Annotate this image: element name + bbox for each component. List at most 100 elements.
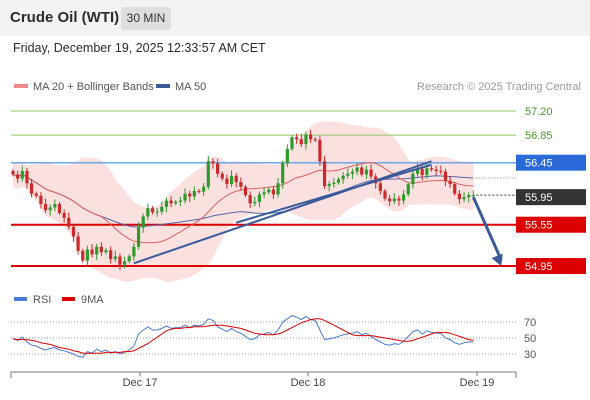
candle-body (211, 161, 215, 164)
ma9-legend-label: 9MA (81, 294, 104, 306)
candle-body (11, 170, 15, 175)
candle-body (62, 212, 66, 218)
candle (434, 165, 438, 176)
rsi-line (12, 315, 474, 358)
candle (336, 177, 341, 185)
candle (285, 144, 289, 168)
candle (397, 195, 401, 206)
price-tag-label-support: 55.55 (525, 220, 553, 232)
price-tag-label-current: 55.95 (525, 192, 553, 204)
rsi-ma9-line (12, 318, 474, 354)
candle-body (253, 201, 257, 204)
timeframe-button[interactable]: 30 MIN (121, 7, 171, 30)
candle-body (415, 168, 420, 174)
candle (281, 160, 285, 189)
candle (34, 191, 38, 198)
bollinger-bands (13, 121, 474, 283)
candle-body (16, 174, 20, 179)
candle-body (127, 256, 131, 262)
candle (71, 223, 76, 242)
candle-body (202, 186, 206, 192)
candle (332, 178, 336, 188)
candle-body (239, 181, 243, 187)
level-label-target: 57.20 (525, 106, 553, 118)
candle-body (169, 200, 173, 204)
timestamp: Friday, December 19, 2025 12:33:57 AM CE… (13, 41, 266, 55)
candle-body (304, 134, 308, 145)
candle-body (411, 173, 415, 185)
candle-body (369, 169, 373, 177)
candle-body (457, 193, 461, 200)
candle-body (146, 208, 150, 217)
candle (85, 245, 89, 266)
candle-body (113, 256, 117, 260)
candle-body (439, 170, 443, 172)
x-tick-label: Dec 17 (123, 377, 158, 389)
candle-body (406, 184, 410, 195)
candle (257, 191, 262, 208)
candle (309, 129, 313, 143)
candle-body (67, 217, 71, 227)
candle-body (132, 246, 136, 257)
candle (295, 133, 299, 144)
candle (141, 213, 145, 233)
rsi-panel: 70 50 30 (11, 315, 536, 361)
price-tag-resistance (516, 154, 586, 171)
candle-body (420, 168, 424, 176)
candle-body (262, 192, 266, 195)
candle-body (397, 198, 401, 201)
candle-body (322, 161, 327, 187)
candle-body (360, 167, 364, 175)
candle-body (462, 197, 466, 200)
rsi-legend-label: RSI (33, 294, 51, 306)
candle-body (57, 204, 62, 213)
candle-body (192, 190, 196, 197)
candle (225, 174, 229, 189)
candle (378, 178, 382, 195)
candle-body (136, 227, 141, 247)
candle (392, 193, 396, 205)
candle (216, 158, 220, 178)
level-label-target: 56.85 (525, 130, 553, 142)
candle-body (104, 250, 108, 253)
candle-body (313, 139, 317, 141)
candle (192, 186, 196, 201)
candle (81, 248, 85, 263)
candle-body (453, 184, 457, 194)
candle-body (392, 198, 396, 202)
candle (364, 165, 368, 179)
candle (448, 176, 452, 188)
candle-body (76, 236, 80, 251)
candle (118, 253, 122, 271)
candle-body (188, 193, 192, 197)
candle (16, 170, 20, 184)
candle-body (141, 216, 145, 228)
candle-body (197, 190, 201, 192)
candle-body (109, 250, 113, 260)
candle (248, 191, 252, 208)
candle (25, 168, 29, 189)
candle-body (164, 200, 169, 207)
candle-body (267, 189, 271, 193)
candle-body (234, 175, 238, 182)
candle (178, 196, 182, 207)
candle-body (20, 170, 24, 179)
candle (346, 168, 350, 179)
x-tick-label: Dec 18 (291, 377, 326, 389)
candle-body (39, 195, 43, 205)
candle-body (95, 246, 99, 255)
candle-body (225, 178, 229, 185)
ma20-legend-label: MA 20 + Bollinger Bands (33, 81, 154, 93)
candle (453, 181, 457, 196)
candle (467, 192, 471, 203)
ma50-legend-label: MA 50 (175, 81, 206, 93)
candle (62, 209, 66, 223)
candle (188, 190, 192, 202)
candle-body (99, 246, 103, 253)
candle (234, 172, 238, 188)
candle-body (471, 195, 475, 197)
candle-body (160, 206, 164, 212)
candle-body (53, 204, 57, 208)
candle (155, 207, 159, 217)
